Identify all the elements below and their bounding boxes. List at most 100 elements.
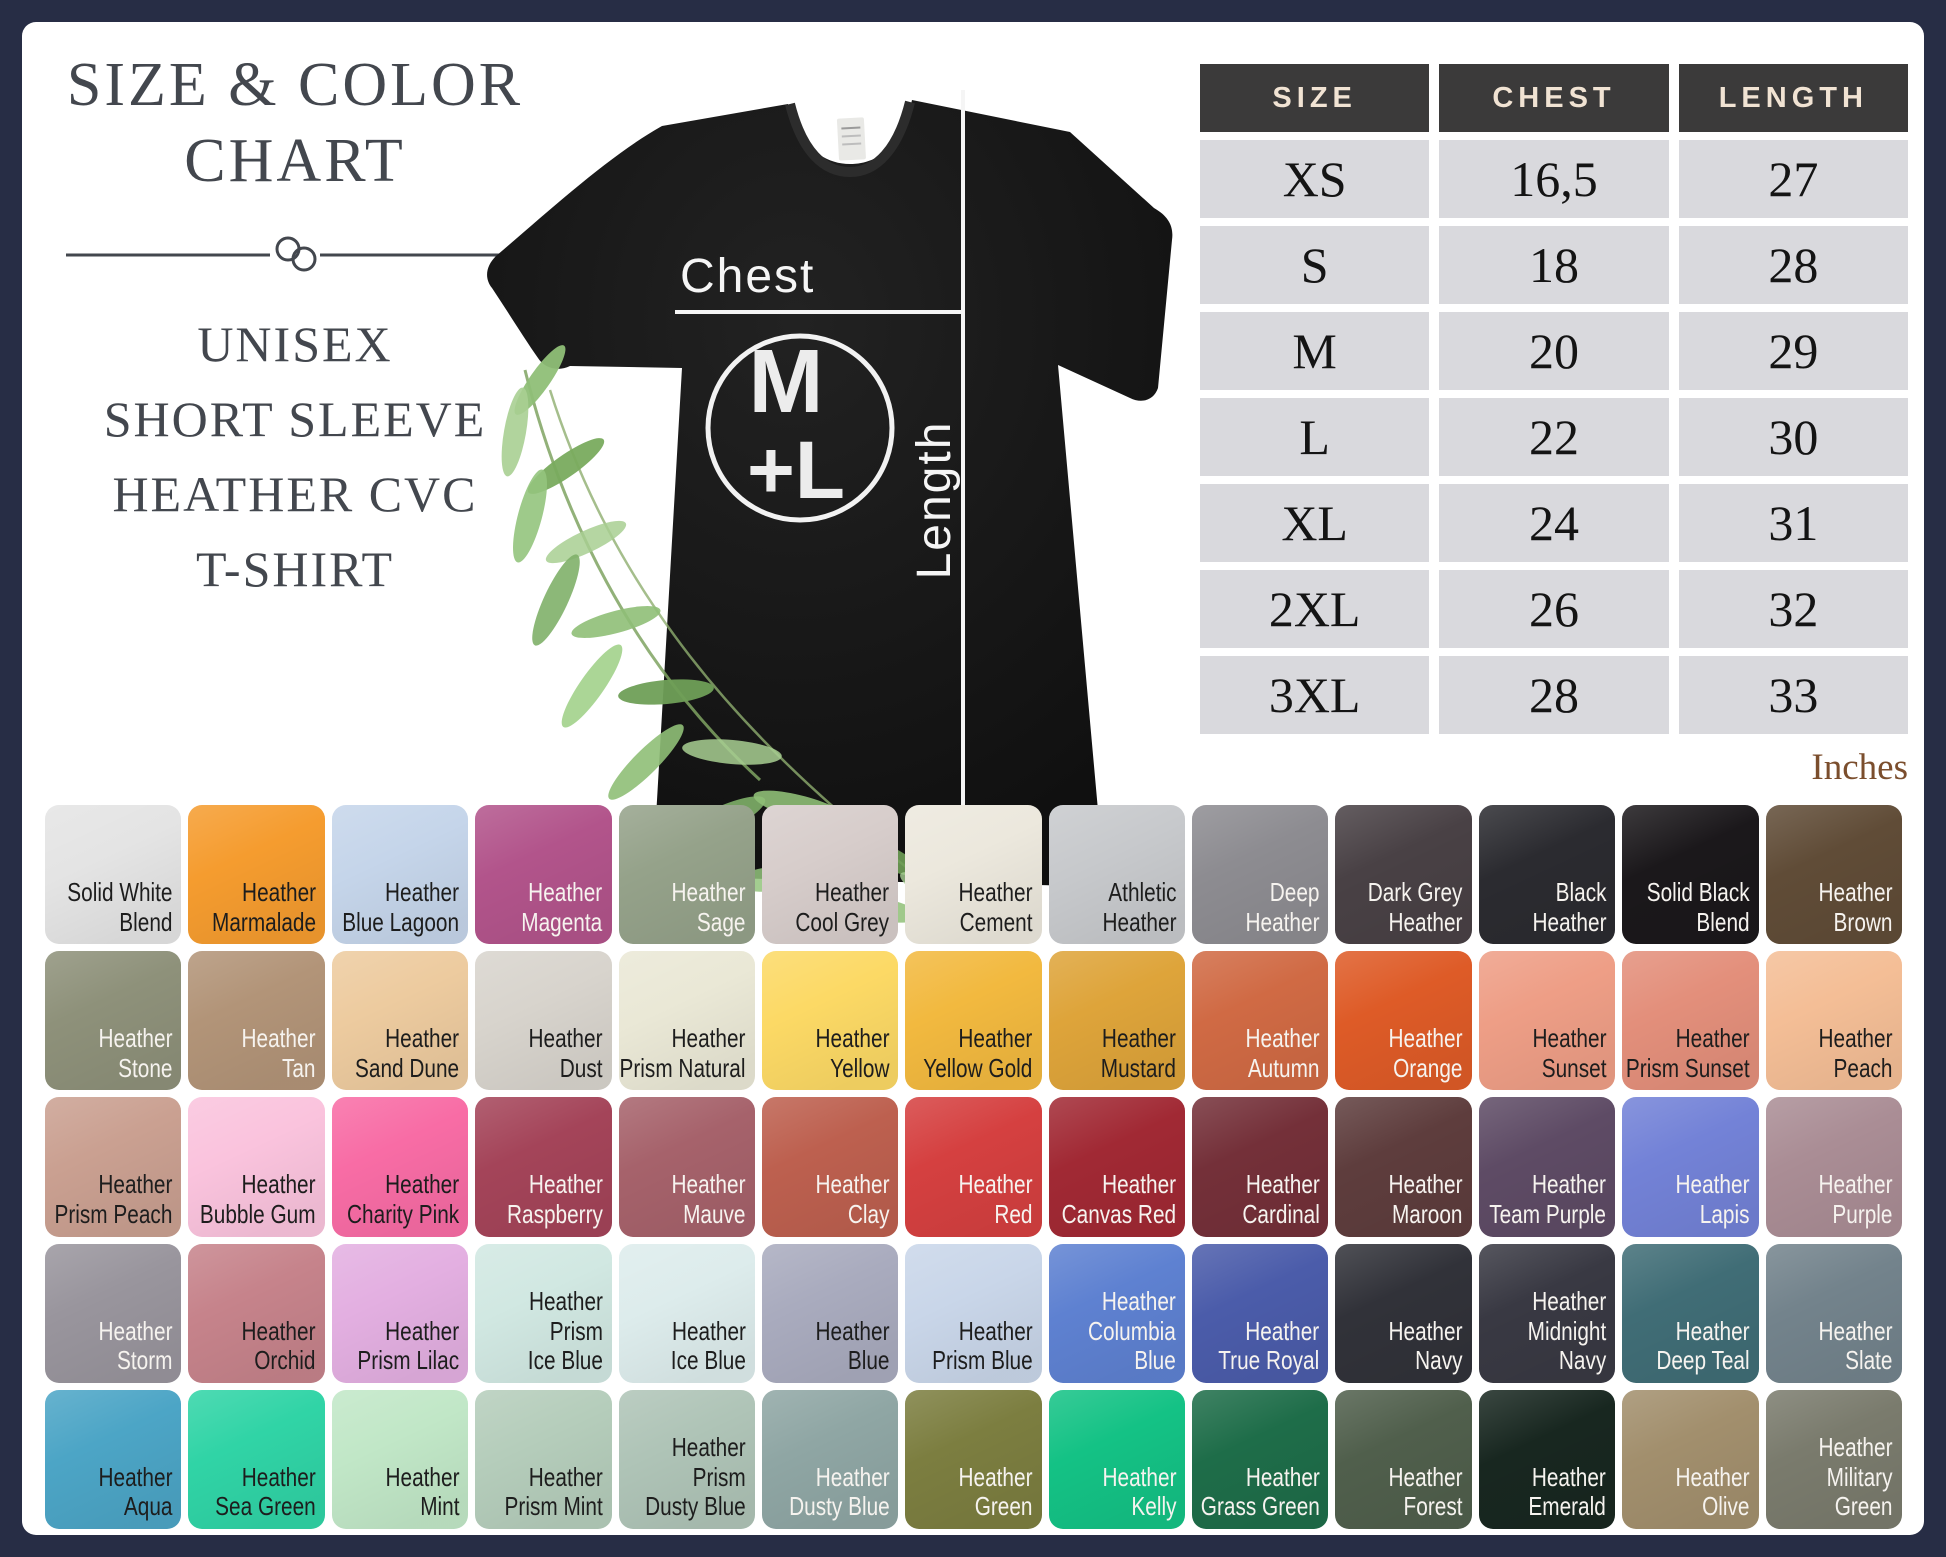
color-swatch-label: Heather Cement [958,876,1033,937]
color-swatch-label: Heather Magenta [521,876,603,937]
color-swatch-label: Heather Mint [385,1461,460,1522]
color-swatch-heather-sage: Heather Sage [618,805,755,945]
color-swatch-label: Heather Green [958,1461,1033,1522]
color-swatch-label: Heather Canvas Red [1061,1169,1177,1229]
size-table-cell: 28 [1439,656,1669,734]
color-swatch-label: Heather Lapis [1675,1169,1750,1229]
color-swatch-label: Heather Kelly [1102,1461,1177,1522]
color-swatch-heather-forest: Heather Forest [1335,1389,1472,1529]
color-swatch-label: Heather Aqua [98,1461,173,1522]
color-swatch-solid-white-blend: Solid White Blend [45,805,182,945]
color-swatch-heather-charity-pink: Heather Charity Pink [331,1097,469,1237]
size-table-cell: 27 [1678,140,1908,218]
size-table-cell: 33 [1678,656,1908,734]
color-swatch-heather-prism-sunset: Heather Prism Sunset [1622,951,1759,1091]
color-swatch-heather-prism-peach: Heather Prism Peach [45,1097,182,1237]
color-swatch-heather-aqua: Heather Aqua [45,1389,182,1529]
color-swatch-label: Heather Purple [1818,1169,1893,1229]
color-swatch-heather-magenta: Heather Magenta [475,805,612,945]
size-table-cell: 30 [1678,398,1908,476]
size-table-cell: 16,5 [1439,140,1669,218]
color-swatch-label: Heather Prism Lilac [357,1315,460,1376]
color-swatch-heather-blue-lagoon: Heather Blue Lagoon [331,805,469,945]
size-table-cell: 31 [1678,484,1908,562]
color-swatch-label: Heather Prism Sunset [1625,1023,1750,1083]
color-swatch-label: Heather Dusty Blue [788,1461,890,1522]
color-swatch-heather-cardinal: Heather Cardinal [1192,1097,1329,1237]
color-swatch-label: Heather Midnight Navy [1527,1285,1607,1376]
size-table-cell: 32 [1678,570,1908,648]
size-table-cell: 28 [1678,226,1908,304]
color-swatch-heather-brown: Heather Brown [1765,805,1902,945]
subtitle-line1: UNISEX [197,316,393,373]
color-swatch-heather-mint: Heather Mint [331,1389,469,1529]
color-swatch-heather-mauve: Heather Mauve [618,1097,755,1237]
color-swatch-heather-olive: Heather Olive [1622,1389,1759,1529]
color-swatch-label: Heather Ice Blue [670,1315,746,1376]
page-title: SIZE & COLOR CHART [52,48,538,199]
subtitle-line3: HEATHER CVC [112,466,478,523]
size-table-header-size: SIZE [1200,64,1430,132]
size-table-cell: 18 [1439,226,1669,304]
color-swatch-heather-slate: Heather Slate [1765,1243,1902,1383]
color-swatch-heather-canvas-red: Heather Canvas Red [1048,1097,1186,1237]
color-swatch-heather-kelly: Heather Kelly [1048,1389,1186,1529]
color-swatch-heather-yellow: Heather Yellow [761,951,899,1091]
divider-ornament-icon [66,236,524,272]
color-swatch-label: Heather Autumn [1245,1023,1320,1083]
color-swatch-label: Heather Cool Grey [795,876,890,937]
color-swatch-label: Heather Forest [1388,1461,1463,1522]
color-swatch-label: Heather Clay [815,1169,890,1229]
size-table-cell: XL [1200,484,1430,562]
color-swatch-label: Heather Grass Green [1200,1461,1320,1522]
color-swatch-heather-prism-lilac: Heather Prism Lilac [331,1243,469,1383]
color-swatch-heather-navy: Heather Navy [1335,1243,1472,1383]
color-swatch-label: Heather Blue Lagoon [342,876,460,937]
color-swatch-label: Solid White Blend [67,876,173,937]
size-table-cell: 29 [1678,312,1908,390]
color-swatch-label: Heather Mustard [1100,1023,1177,1083]
badge-plus-l-label: +L [747,425,845,516]
color-swatch-label: Heather Deep Teal [1656,1315,1750,1376]
color-swatch-heather-prism-blue: Heather Prism Blue [905,1243,1042,1383]
size-table-header-length: LENGTH [1678,64,1908,132]
color-swatch-label: Heather Peach [1818,1023,1893,1083]
color-swatch-heather-tan: Heather Tan [188,951,325,1091]
size-table-cell: S [1200,226,1430,304]
color-swatch-heather-prism-mint: Heather Prism Mint [475,1389,612,1529]
color-grid: Solid White Blend Heather Marmalade Heather B… [45,805,1902,1529]
color-swatch-heather-autumn: Heather Autumn [1192,951,1329,1091]
color-swatch-heather-peach: Heather Peach [1765,951,1902,1091]
color-swatch-label: Heather Mauve [671,1169,746,1229]
color-swatch-heather-true-royal: Heather True Royal [1192,1243,1329,1383]
color-swatch-heather-team-purple: Heather Team Purple [1478,1097,1616,1237]
color-swatch-label: Heather Maroon [1388,1169,1463,1229]
color-swatch-heather-cement: Heather Cement [905,805,1042,945]
color-swatch-deep-heather: Deep Heather [1192,805,1329,945]
size-table-header-chest: CHEST [1439,64,1669,132]
title-block: SIZE & COLOR CHART UNISEX SHORT SLEEVE H… [52,48,538,607]
color-swatch-heather-orchid: Heather Orchid [188,1243,325,1383]
chest-label: Chest [680,250,815,303]
color-swatch-label: Heather Prism Peach [54,1169,173,1229]
color-swatch-label: Heather Stone [98,1023,173,1083]
color-swatch-heather-prism-natural: Heather Prism Natural [618,951,755,1091]
units-label: Inches [1811,747,1908,788]
color-swatch-label: Heather Prism Natural [619,1023,746,1083]
color-swatch-label: Heather Charity Pink [347,1169,460,1229]
color-swatch-label: Heather Bubble Gum [200,1169,316,1229]
size-badge: M +L [705,332,895,523]
color-swatch-label: Heather Dust [528,1023,603,1083]
color-swatch-heather-mustard: Heather Mustard [1048,951,1186,1091]
measurement-lines: Chest Length [675,90,965,880]
color-swatch-heather-green: Heather Green [905,1389,1042,1529]
color-swatch-label: Heather Orange [1388,1023,1463,1083]
color-swatch-heather-marmalade: Heather Marmalade [188,805,325,945]
color-swatch-heather-cool-grey: Heather Cool Grey [761,805,899,945]
color-swatch-label: Heather Slate [1818,1315,1893,1376]
color-swatch-heather-sunset: Heather Sunset [1478,951,1616,1091]
color-swatch-label: Deep Heather [1245,876,1320,937]
subtitle-line4: T-SHIRT [195,541,395,598]
color-swatch-black-heather: Black Heather [1478,805,1616,945]
color-swatch-label: Heather Cardinal [1241,1169,1320,1229]
